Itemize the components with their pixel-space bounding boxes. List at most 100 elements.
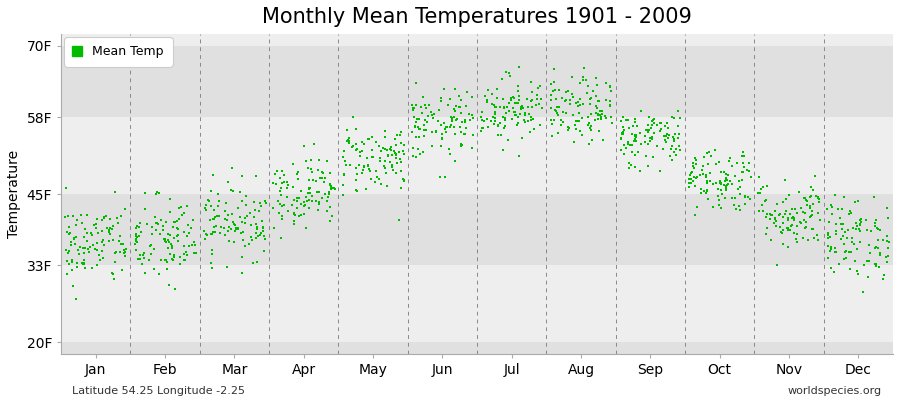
Point — [349, 141, 364, 147]
Point — [322, 188, 337, 195]
Point — [409, 102, 423, 108]
Point — [510, 100, 525, 106]
Point — [73, 244, 87, 250]
Point — [878, 254, 893, 260]
Point — [118, 249, 132, 255]
Point — [438, 124, 453, 130]
Point — [776, 199, 790, 206]
Point — [812, 199, 826, 205]
Point — [454, 96, 468, 103]
Point — [274, 168, 289, 175]
Point — [694, 190, 708, 196]
Point — [466, 115, 481, 122]
Point — [552, 130, 566, 136]
Point — [780, 217, 795, 223]
Point — [103, 225, 117, 232]
Point — [163, 196, 177, 202]
Point — [166, 256, 180, 263]
Point — [616, 129, 630, 136]
Point — [410, 124, 425, 130]
Point — [591, 98, 606, 104]
Point — [377, 162, 392, 169]
Point — [158, 238, 172, 244]
Point — [787, 216, 801, 223]
Point — [805, 226, 819, 232]
Point — [172, 216, 186, 223]
Point — [684, 176, 698, 182]
Point — [204, 188, 219, 194]
Point — [244, 234, 258, 240]
Point — [551, 112, 565, 118]
Point — [595, 108, 609, 114]
Point — [664, 143, 679, 149]
Point — [870, 245, 885, 251]
Point — [389, 151, 403, 158]
Point — [449, 117, 464, 123]
Point — [336, 154, 350, 160]
Text: worldspecies.org: worldspecies.org — [788, 386, 882, 396]
Point — [713, 180, 727, 186]
Point — [183, 243, 197, 250]
Point — [870, 226, 885, 233]
Point — [77, 261, 92, 268]
Point — [732, 202, 746, 209]
Point — [731, 186, 745, 192]
Text: Latitude 54.25 Longitude -2.25: Latitude 54.25 Longitude -2.25 — [72, 386, 245, 396]
Point — [547, 79, 562, 86]
Point — [410, 80, 424, 86]
Point — [442, 146, 456, 152]
Point — [653, 126, 668, 132]
Point — [811, 210, 825, 216]
Point — [623, 142, 637, 148]
Point — [201, 196, 215, 203]
Point — [742, 168, 756, 174]
Point — [753, 190, 768, 196]
Point — [668, 131, 682, 138]
Point — [281, 182, 295, 188]
Point — [310, 207, 325, 214]
Point — [71, 247, 86, 254]
Point — [711, 196, 725, 203]
Point — [529, 96, 544, 102]
Point — [619, 116, 634, 123]
Point — [845, 239, 859, 246]
Point — [627, 116, 642, 122]
Point — [368, 139, 382, 145]
Point — [511, 83, 526, 90]
Point — [431, 118, 446, 124]
Point — [501, 100, 516, 106]
Point — [862, 249, 877, 256]
Point — [380, 147, 394, 153]
Point — [80, 238, 94, 244]
Point — [594, 111, 608, 117]
Point — [669, 146, 683, 152]
Point — [564, 91, 579, 97]
Point — [491, 132, 505, 138]
Point — [273, 175, 287, 181]
Point — [581, 120, 596, 126]
Point — [204, 265, 219, 271]
Point — [547, 66, 562, 72]
Point — [77, 244, 92, 251]
Point — [418, 126, 433, 133]
Point — [824, 210, 839, 217]
Point — [411, 134, 426, 140]
Point — [591, 98, 606, 104]
Point — [61, 261, 76, 268]
Point — [789, 236, 804, 242]
Point — [324, 186, 338, 192]
Point — [313, 175, 328, 182]
Point — [256, 225, 270, 231]
Point — [226, 188, 240, 194]
Point — [412, 126, 427, 132]
Point — [381, 152, 395, 158]
Point — [287, 221, 302, 227]
Point — [409, 134, 423, 140]
Point — [355, 148, 369, 154]
Point — [385, 162, 400, 168]
Point — [447, 131, 462, 138]
Point — [770, 201, 784, 207]
Point — [212, 212, 227, 219]
Point — [131, 255, 146, 262]
Point — [625, 149, 639, 155]
